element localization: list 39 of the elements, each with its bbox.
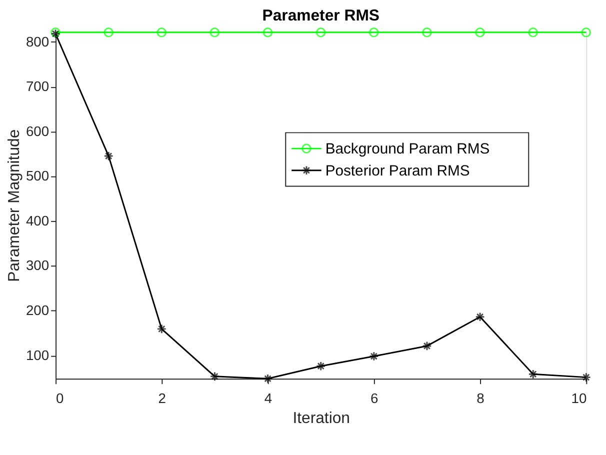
- y-tick-label: 300: [26, 257, 50, 274]
- point: [156, 28, 167, 38]
- y-tick-label: 200: [26, 302, 50, 318]
- x-tick-label: 4: [264, 390, 272, 406]
- y-tick-label: 400: [26, 212, 50, 228]
- point: [316, 28, 326, 38]
- point: [581, 28, 592, 38]
- point: [210, 372, 220, 382]
- point: [369, 28, 379, 38]
- x-tick-label: 0: [56, 390, 64, 406]
- x-tick-label: 10: [571, 390, 587, 406]
- point: [262, 374, 273, 384]
- point: [316, 361, 326, 372]
- point: [581, 372, 592, 382]
- point: [422, 341, 432, 351]
- y-axis-title: Parameter Magnitude: [6, 129, 23, 282]
- y-tick-label: 700: [26, 78, 50, 94]
- point: [262, 28, 273, 38]
- point: [210, 28, 220, 38]
- x-tick-label: 6: [370, 390, 379, 406]
- y-tick-label: 500: [26, 168, 50, 184]
- point: [475, 312, 485, 322]
- point: [156, 324, 167, 334]
- point: [528, 28, 538, 38]
- point: [104, 28, 114, 38]
- point: [475, 28, 485, 38]
- y-tick-label: 800: [26, 33, 50, 50]
- point: [104, 151, 114, 161]
- x-axis-title: Iteration: [292, 410, 350, 427]
- x-tick-label: 2: [158, 390, 166, 406]
- point: [528, 369, 538, 380]
- y-tick-label: 600: [26, 122, 50, 139]
- y-tick-label: 100: [26, 346, 50, 363]
- x-tick-label: 8: [476, 390, 485, 406]
- legend-label: Background Param RMS: [325, 142, 490, 158]
- legend-label: Posterior Param RMS: [325, 163, 470, 180]
- point: [422, 28, 432, 38]
- point: [369, 351, 379, 362]
- chart-title: Parameter RMS: [262, 7, 380, 24]
